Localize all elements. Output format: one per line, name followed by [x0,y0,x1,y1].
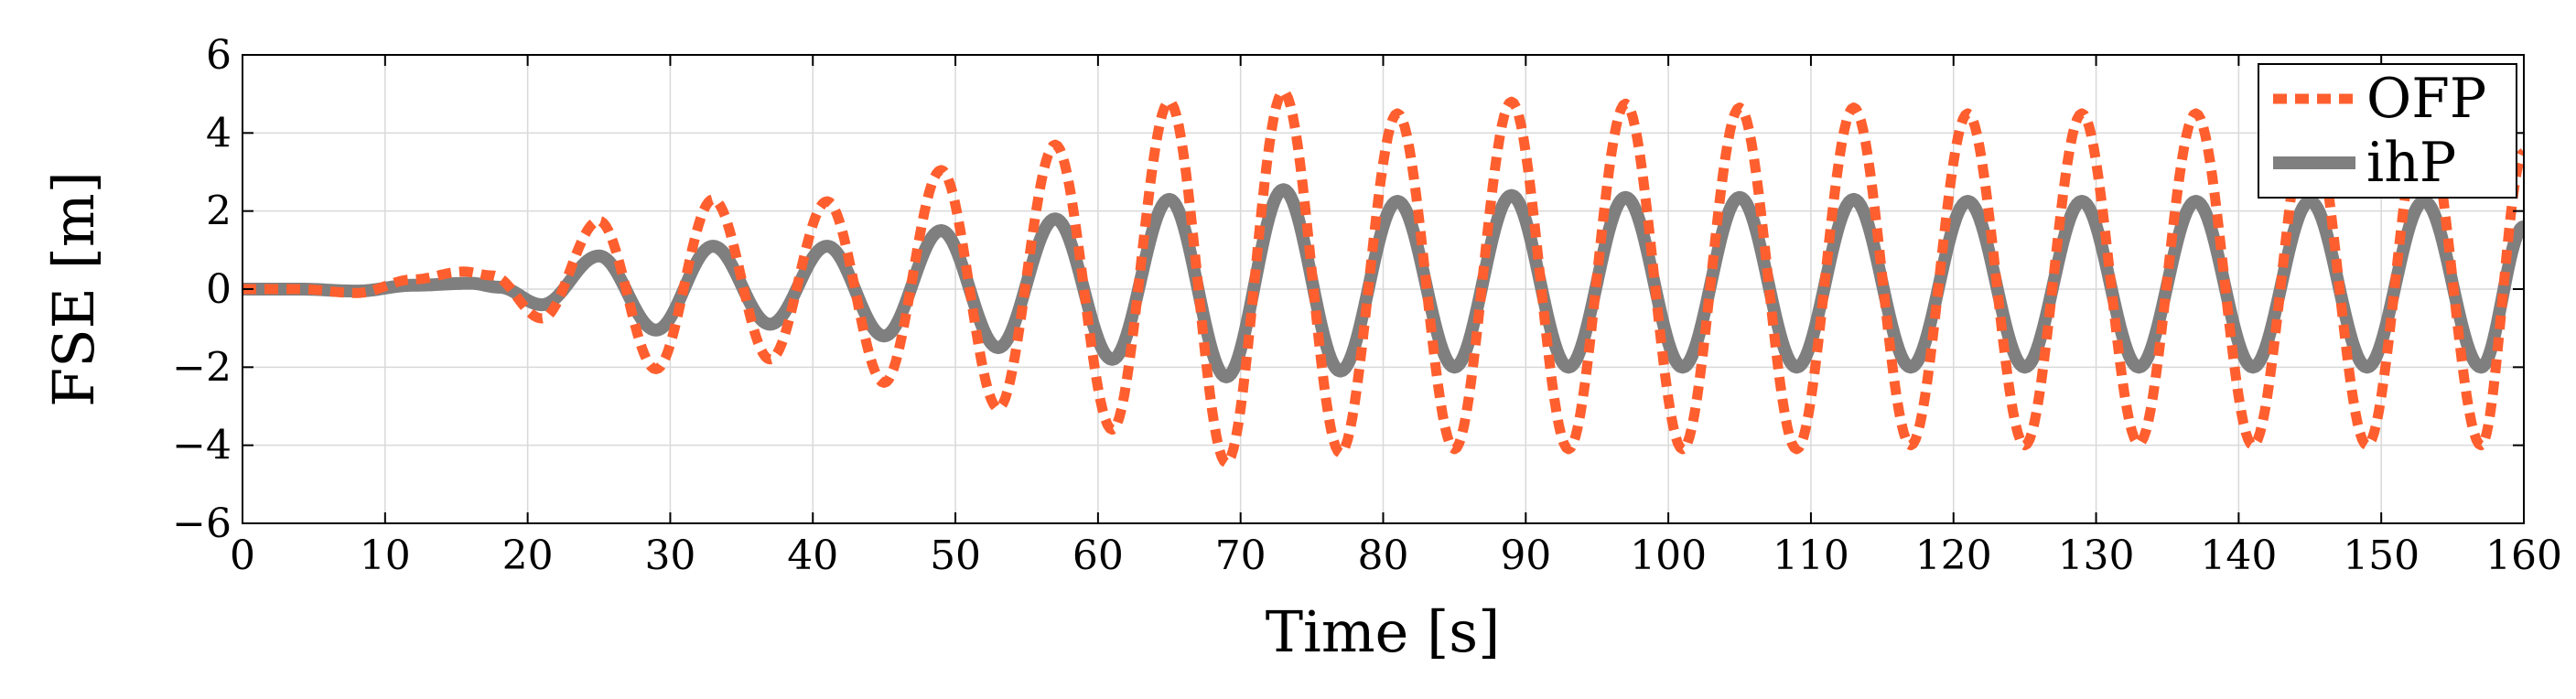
x-axis-tick-labels: 0 10 20 30 40 50 60 70 80 90 100 110 120 130 140 150 160 [230,532,2562,579]
x-tick-label: 10 [360,532,411,579]
tick-marks [242,54,2525,524]
y-tick-label: 6 [206,32,232,79]
legend-label-ihp: ihP [2366,131,2456,195]
series-line-ofp [243,87,2524,468]
legend-label-ofp: OFP [2366,67,2486,131]
y-tick-label: −4 [172,423,232,469]
x-tick-label: 120 [1915,532,1992,579]
y-axis-title: FSE [m] [40,171,107,407]
x-tick-label: 150 [2343,532,2420,579]
x-tick-label: 100 [1630,532,1707,579]
x-tick-label: 130 [2058,532,2135,579]
x-tick-label: 80 [1358,532,1409,579]
x-tick-label: 70 [1215,532,1266,579]
x-tick-label: 50 [930,532,981,579]
x-axis-title: Time [s] [1266,598,1501,665]
y-tick-label: −6 [172,500,232,547]
y-tick-label: 0 [206,266,232,313]
x-tick-label: 60 [1072,532,1124,579]
x-tick-label: 160 [2485,532,2562,579]
legend-box [2258,63,2517,199]
x-tick-label: 0 [230,532,255,579]
y-tick-label: 4 [206,110,232,156]
y-tick-label: 2 [206,188,232,235]
x-tick-label: 30 [644,532,695,579]
y-tick-label: −2 [172,344,232,391]
y-axis-tick-labels: −6 −4 −2 0 2 4 6 [172,32,232,547]
x-tick-label: 40 [787,532,838,579]
x-tick-label: 140 [2200,532,2277,579]
legend: OFP ihP [2258,63,2517,199]
x-tick-label: 90 [1500,532,1551,579]
x-tick-label: 110 [1773,532,1849,579]
x-tick-label: 20 [502,532,554,579]
